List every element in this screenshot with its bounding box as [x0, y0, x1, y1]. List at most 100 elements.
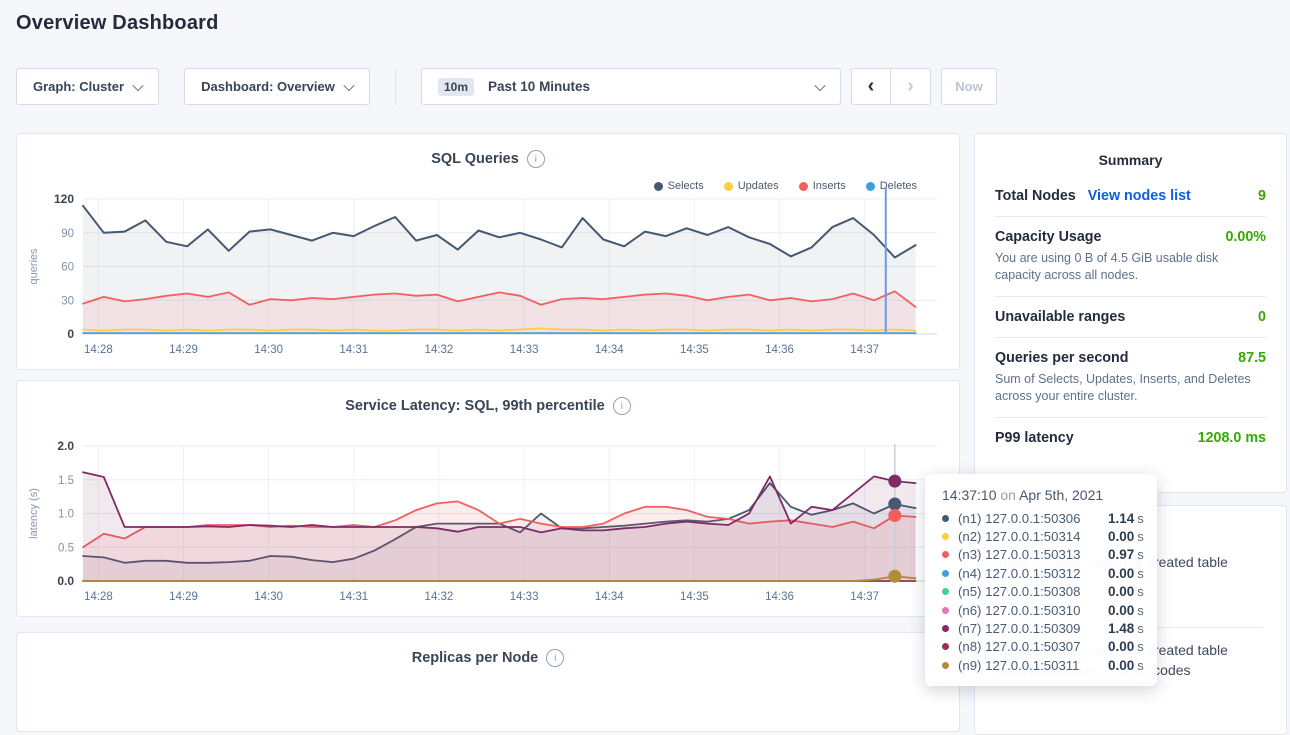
x-axis-tick-label: 14:33 [510, 344, 539, 356]
summary-row-value: 0 [1258, 309, 1266, 325]
tooltip-node-value: 0.00 [1108, 603, 1134, 618]
x-axis-tick-label: 14:31 [339, 591, 368, 603]
chart-title-text: Replicas per Node [412, 650, 539, 666]
tooltip-node-unit: s [1137, 511, 1144, 526]
y-axis-tick-label: 0.0 [57, 574, 74, 588]
summary-row-value: 0.00% [1225, 229, 1266, 245]
replicas-per-node-panel: Replicas per Node i [16, 632, 960, 732]
x-axis-tick-label: 14:36 [765, 591, 794, 603]
graph-dropdown-label: Graph: Cluster [33, 79, 124, 94]
tooltip-node-unit: s [1137, 566, 1144, 581]
time-prev-button[interactable]: ‹ [851, 68, 891, 105]
service-latency-panel: Service Latency: SQL, 99th percentile i … [16, 380, 960, 617]
x-axis-tick-label: 14:32 [425, 591, 454, 603]
summary-row-header: Total Nodes View nodes list 9 [995, 188, 1266, 204]
series-color-dot [942, 588, 949, 595]
summary-panel: Summary Total NodesView nodes list9Capac… [974, 133, 1287, 493]
tooltip-node-address: (n2) 127.0.0.1:50314 [958, 529, 1108, 544]
hover-value-dot [888, 475, 901, 488]
tooltip-node-value: 0.97 [1108, 547, 1134, 562]
time-range-dropdown[interactable]: 10m Past 10 Minutes [421, 68, 841, 105]
series-color-dot [942, 551, 949, 558]
hover-value-dot [888, 498, 901, 511]
tooltip-node-address: (n7) 127.0.0.1:50309 [958, 621, 1108, 636]
summary-row-description: Sum of Selects, Updates, Inserts, and De… [995, 371, 1266, 405]
y-axis-tick-label: 60 [61, 262, 74, 274]
chart-title: Replicas per Node i [17, 633, 959, 667]
tooltip-node-value: 0.00 [1108, 639, 1134, 654]
now-button[interactable]: Now [941, 68, 997, 105]
x-axis-tick-label: 14:28 [84, 344, 113, 356]
x-axis-tick-label: 14:32 [425, 344, 454, 356]
tooltip-node-row: (n1) 127.0.0.1:503061.14s [942, 509, 1143, 527]
tooltip-node-unit: s [1137, 603, 1144, 618]
hover-value-dot [888, 509, 901, 522]
x-axis-tick-label: 14:35 [680, 344, 709, 356]
tooltip-node-address: (n6) 127.0.0.1:50310 [958, 603, 1108, 618]
dashboard-dropdown[interactable]: Dashboard: Overview [184, 68, 370, 105]
tooltip-node-value: 0.00 [1108, 566, 1134, 581]
y-axis-tick-label: 2.0 [57, 439, 74, 453]
page-title: Overview Dashboard [16, 12, 219, 35]
graph-dropdown[interactable]: Graph: Cluster [16, 68, 159, 105]
time-range-badge: 10m [438, 78, 474, 96]
summary-row: Unavailable ranges 0 [995, 296, 1266, 337]
x-axis-tick-label: 14:30 [254, 591, 283, 603]
tooltip-node-unit: s [1137, 547, 1144, 562]
summary-row-label: Unavailable ranges [995, 309, 1125, 325]
y-axis-tick-label: 90 [61, 228, 74, 240]
x-axis-tick-label: 14:29 [169, 344, 198, 356]
y-axis-tick-label: 1.0 [58, 509, 74, 521]
tooltip-date: Apr 5th, 2021 [1019, 487, 1103, 503]
tooltip-timestamp: 14:37:10 on Apr 5th, 2021 [942, 487, 1143, 503]
y-axis-tick-label: 0.5 [58, 542, 74, 554]
tooltip-node-value: 0.00 [1108, 529, 1134, 544]
info-icon[interactable]: i [546, 649, 564, 667]
summary-row-header: P99 latency1208.0 ms [995, 430, 1266, 446]
summary-rows: Total NodesView nodes list9Capacity Usag… [975, 176, 1286, 458]
series-color-dot [942, 625, 949, 632]
tooltip-node-value: 1.14 [1108, 511, 1134, 526]
time-next-button[interactable]: › [890, 68, 931, 105]
tooltip-node-row: (n9) 127.0.0.1:503110.00s [942, 656, 1143, 674]
series-color-dot [942, 533, 949, 540]
sql-queries-panel: SQL Queries i SelectsUpdatesInsertsDelet… [16, 133, 960, 370]
y-axis-title: queries [28, 248, 40, 285]
series-color-dot [942, 570, 949, 577]
sql-queries-chart[interactable]: 14:2814:2914:3014:3114:3214:3314:3414:35… [17, 134, 961, 371]
tooltip-time: 14:37:10 [942, 487, 997, 503]
y-axis-tick-label: 30 [61, 295, 74, 307]
series-color-dot [942, 643, 949, 650]
chevron-down-icon [343, 79, 354, 90]
tooltip-connector: on [1000, 487, 1016, 503]
summary-row-value: 87.5 [1238, 350, 1266, 366]
tooltip-node-row: (n4) 127.0.0.1:503120.00s [942, 564, 1143, 582]
service-latency-chart[interactable]: 14:2814:2914:3014:3114:3214:3314:3414:35… [17, 381, 961, 618]
chart-hover-tooltip: 14:37:10 on Apr 5th, 2021 (n1) 127.0.0.1… [925, 474, 1157, 686]
summary-row-value: 9 [1258, 188, 1266, 204]
tooltip-node-address: (n4) 127.0.0.1:50312 [958, 566, 1108, 581]
summary-row-label: Total Nodes [995, 188, 1076, 204]
tooltip-node-row: (n7) 127.0.0.1:503091.48s [942, 619, 1143, 637]
x-axis-tick-label: 14:36 [765, 344, 794, 356]
tooltip-node-row: (n3) 127.0.0.1:503130.97s [942, 546, 1143, 564]
tooltip-node-value: 0.00 [1108, 658, 1134, 673]
tooltip-node-unit: s [1137, 584, 1144, 599]
tooltip-node-row: (n2) 127.0.0.1:503140.00s [942, 527, 1143, 545]
summary-row-label: P99 latency [995, 430, 1074, 446]
y-axis-tick-label: 120 [54, 192, 74, 206]
tooltip-node-unit: s [1137, 529, 1144, 544]
x-axis-tick-label: 14:28 [84, 591, 113, 603]
tooltip-node-unit: s [1137, 639, 1144, 654]
series-color-dot [942, 515, 949, 522]
x-axis-tick-label: 14:35 [680, 591, 709, 603]
view-nodes-list-link[interactable]: View nodes list [1088, 188, 1191, 204]
tooltip-node-row: (n6) 127.0.0.1:503100.00s [942, 601, 1143, 619]
chevron-down-icon [814, 79, 825, 90]
controls-bar: Graph: Cluster Dashboard: Overview 10m P… [0, 68, 1290, 105]
summary-row: Queries per second87.5Sum of Selects, Up… [995, 337, 1266, 417]
x-axis-tick-label: 14:30 [254, 344, 283, 356]
y-axis-title: latency (s) [28, 488, 40, 539]
x-axis-tick-label: 14:31 [339, 344, 368, 356]
tooltip-rows: (n1) 127.0.0.1:503061.14s(n2) 127.0.0.1:… [942, 509, 1143, 675]
